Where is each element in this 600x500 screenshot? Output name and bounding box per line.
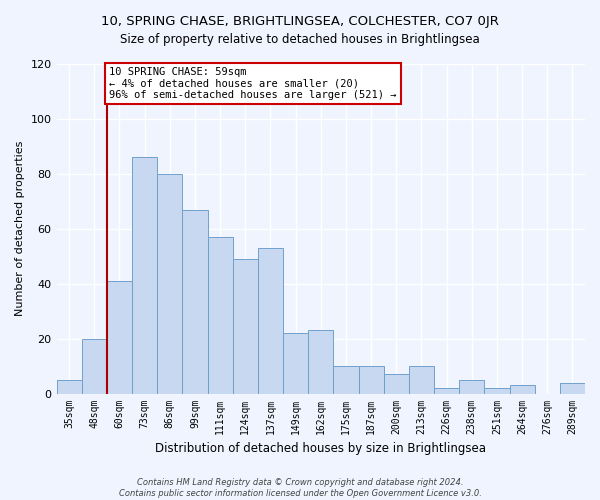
Bar [107,281,132,394]
Bar [434,388,459,394]
Text: Contains HM Land Registry data © Crown copyright and database right 2024.
Contai: Contains HM Land Registry data © Crown c… [119,478,481,498]
X-axis label: Distribution of detached houses by size in Brightlingsea: Distribution of detached houses by size … [155,442,486,455]
Bar [459,380,484,394]
Text: 10, SPRING CHASE, BRIGHTLINGSEA, COLCHESTER, CO7 0JR: 10, SPRING CHASE, BRIGHTLINGSEA, COLCHES… [101,15,499,28]
Bar [182,210,208,394]
Bar [56,380,82,394]
Bar [409,366,434,394]
Bar [383,374,409,394]
Bar [484,388,509,394]
Bar [82,338,107,394]
Bar [208,237,233,394]
Y-axis label: Number of detached properties: Number of detached properties [15,141,25,316]
Text: Size of property relative to detached houses in Brightlingsea: Size of property relative to detached ho… [120,32,480,46]
Bar [258,248,283,394]
Bar [560,382,585,394]
Bar [132,158,157,394]
Bar [283,333,308,394]
Bar [334,366,359,394]
Bar [157,174,182,394]
Bar [359,366,383,394]
Bar [509,386,535,394]
Text: 10 SPRING CHASE: 59sqm
← 4% of detached houses are smaller (20)
96% of semi-deta: 10 SPRING CHASE: 59sqm ← 4% of detached … [109,66,397,100]
Bar [233,259,258,394]
Bar [308,330,334,394]
